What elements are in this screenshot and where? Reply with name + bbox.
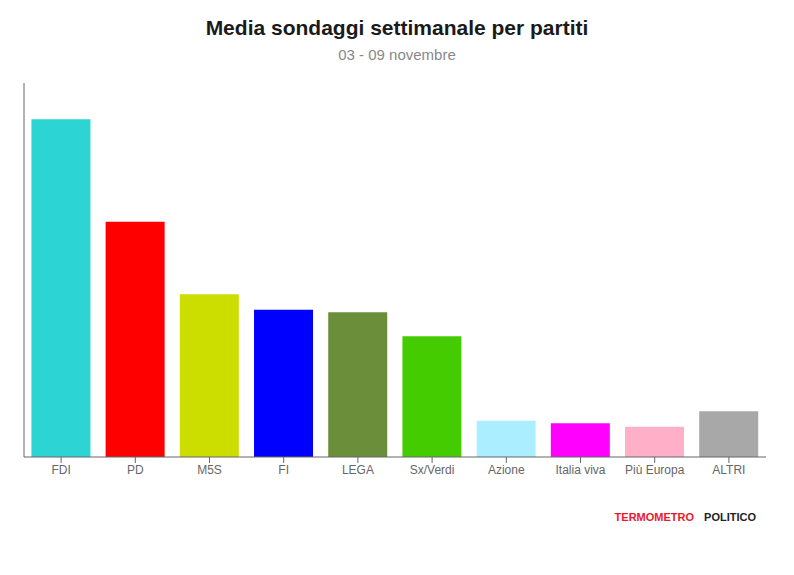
svg-text:FI: FI: [278, 463, 289, 477]
svg-text:Italia viva: Italia viva: [555, 463, 605, 477]
svg-text:ALTRI: ALTRI: [712, 463, 745, 477]
svg-text:FDI: FDI: [51, 463, 70, 477]
svg-text:Più Europa: Più Europa: [625, 463, 685, 477]
svg-text:Sx/Verdi: Sx/Verdi: [410, 463, 455, 477]
html-text:TERMOMETRO: TERMOMETRO: [614, 511, 694, 523]
svg-text:M5S: M5S: [197, 463, 222, 477]
html-text:Media sondaggi settimanale per: Media sondaggi settimanale per partiti: [205, 16, 589, 39]
svg-text:Azione: Azione: [488, 463, 525, 477]
html-text:POLITICO: POLITICO: [704, 511, 756, 523]
svg-text:LEGA: LEGA: [342, 463, 374, 477]
html-text:03 - 09 novembre: 03 - 09 novembre: [338, 46, 456, 63]
svg-text:PD: PD: [127, 463, 144, 477]
